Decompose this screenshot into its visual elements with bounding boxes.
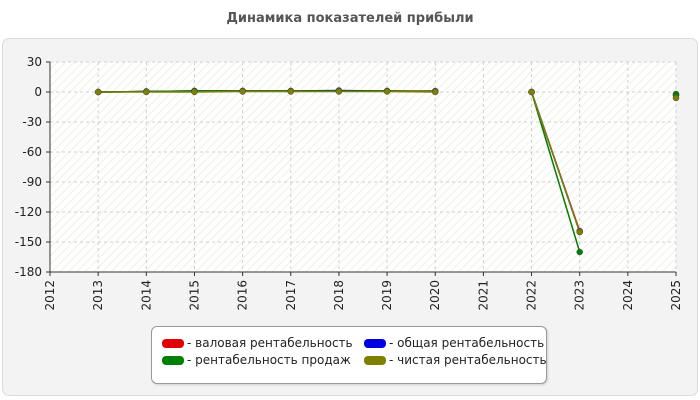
legend-item-gross-margin: - валовая рентабельность — [162, 336, 353, 350]
data-point — [383, 88, 391, 95]
x-tick-label: 2025 — [669, 280, 683, 311]
x-tick-label: 2017 — [284, 280, 298, 311]
data-point — [191, 88, 198, 96]
series-line — [98, 90, 436, 93]
data-point — [672, 94, 680, 102]
legend-label: - чистая рентабельность — [389, 353, 547, 367]
legend-swatch — [364, 355, 386, 365]
y-tick-label: -150 — [15, 235, 42, 249]
x-tick-label: 2018 — [332, 280, 346, 311]
data-point — [576, 228, 583, 236]
x-tick-label: 2021 — [476, 280, 490, 311]
x-tick-label: 2020 — [428, 280, 442, 311]
data-point — [576, 248, 583, 256]
y-tick-label: -120 — [15, 205, 42, 219]
legend-swatch — [162, 355, 184, 365]
y-tick-label: 0 — [34, 85, 42, 99]
x-tick-label: 2016 — [236, 280, 250, 311]
x-tick-label: 2023 — [573, 280, 587, 311]
data-point — [335, 88, 343, 95]
y-tick-label: -180 — [15, 265, 42, 279]
data-point — [528, 88, 535, 96]
x-tick-label: 2015 — [187, 280, 201, 311]
x-tick-label: 2019 — [380, 280, 394, 311]
legend-label: - общая рентабельность — [389, 336, 545, 350]
data-point — [239, 88, 246, 95]
y-tick-label: -30 — [22, 115, 42, 129]
y-tick-label: 30 — [27, 55, 42, 69]
legend-swatch — [162, 338, 184, 348]
data-point — [431, 88, 439, 96]
y-tick-label: -60 — [22, 145, 42, 159]
data-point — [143, 88, 150, 96]
legend-item-total-margin: - общая рентабельность — [364, 336, 544, 350]
legend-swatch — [364, 338, 386, 348]
chart-legend: - валовая рентабельность - общая рентабе… — [151, 326, 547, 384]
data-point — [287, 88, 295, 95]
chart-title: Динамика показателей прибыли — [226, 11, 474, 26]
plot-area — [50, 62, 676, 272]
series-line — [530, 91, 581, 233]
y-tick-label: -90 — [22, 175, 42, 189]
data-point — [94, 88, 102, 96]
x-tick-label: 2022 — [525, 280, 539, 311]
x-tick-label: 2014 — [139, 280, 153, 311]
legend-item-net-margin: - чистая рентабельность — [364, 353, 547, 367]
x-tick-label: 2012 — [43, 280, 57, 311]
x-tick-label: 2024 — [621, 280, 635, 311]
legend-item-sales-margin: - рентабельность продаж — [162, 353, 351, 367]
legend-label: - валовая рентабельность — [187, 336, 353, 350]
legend-label: - рентабельность продаж — [187, 353, 351, 367]
x-tick-label: 2013 — [91, 280, 105, 311]
series-line — [530, 91, 581, 253]
